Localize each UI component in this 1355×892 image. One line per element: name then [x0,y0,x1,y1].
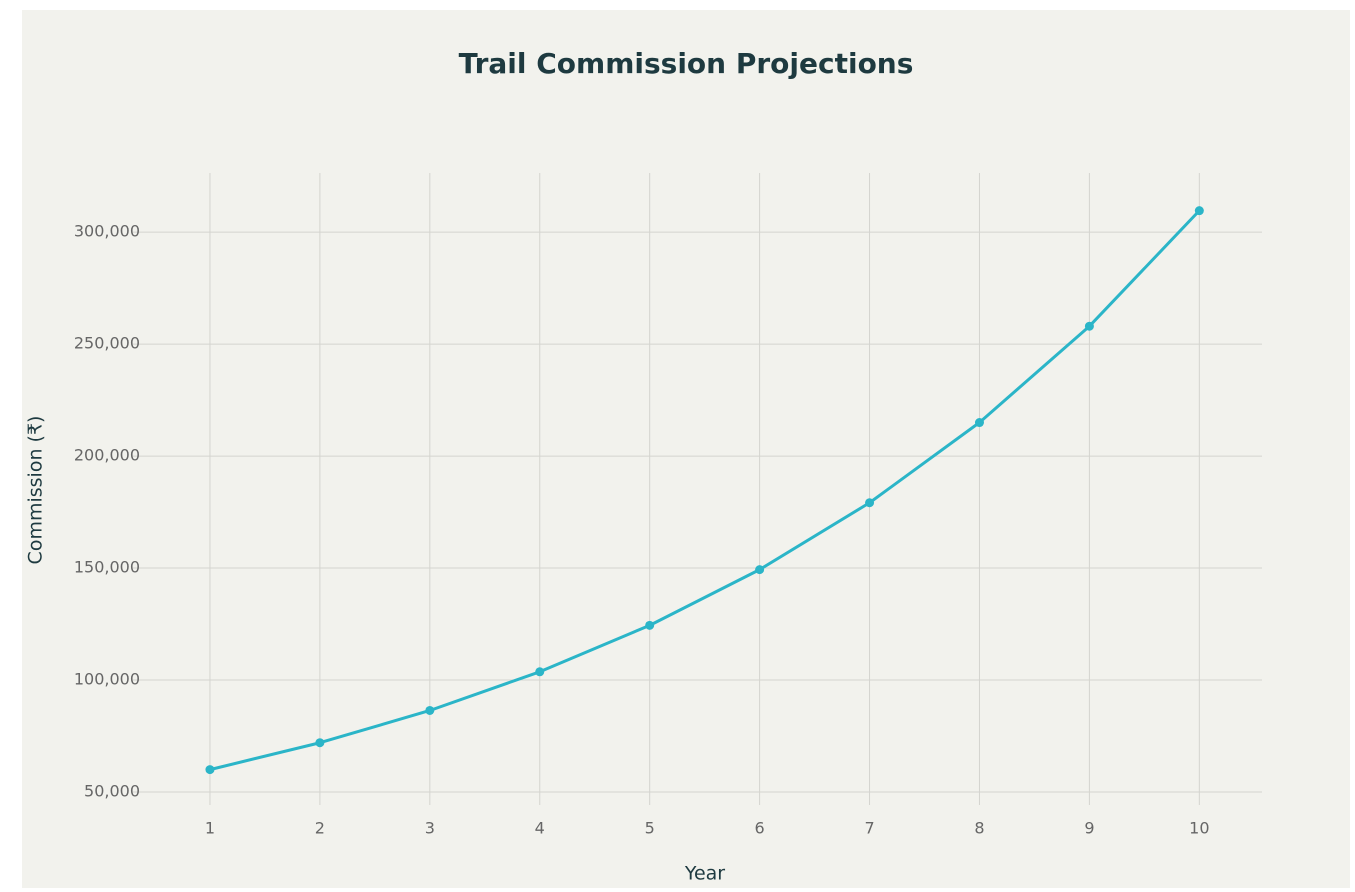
y-tick-label: 300,000 [74,222,140,241]
chart-background [22,10,1350,888]
y-tick-label: 150,000 [74,558,140,577]
point [1084,321,1094,331]
x-tick-label: 6 [755,819,765,838]
x-tick-label: 2 [315,819,325,838]
x-tick-label: 10 [1189,819,1209,838]
x-tick-label: 9 [1084,819,1094,838]
point [865,498,875,508]
point [974,418,984,428]
x-tick-label: 1 [205,819,215,838]
point [425,705,435,715]
point [205,765,215,775]
x-tick-label: 7 [864,819,874,838]
x-tick-label: 5 [645,819,655,838]
line [209,209,1201,772]
point [1194,206,1204,216]
x-axis-label: Year [684,863,725,885]
x-tick-label: 4 [535,819,545,838]
point [645,620,655,630]
point [755,565,765,575]
y-tick-label: 200,000 [74,446,140,465]
y-tick-label: 100,000 [74,670,140,689]
x-tick-label: 8 [974,819,984,838]
point [315,738,325,748]
y-axis-label: Commission (₹) [25,416,47,565]
y-tick-label: 50,000 [84,782,140,801]
point [535,667,545,677]
y-tick-label: 250,000 [74,334,140,353]
x-tick-label: 3 [425,819,435,838]
chart-title: Trail Commission Projections [459,47,914,80]
